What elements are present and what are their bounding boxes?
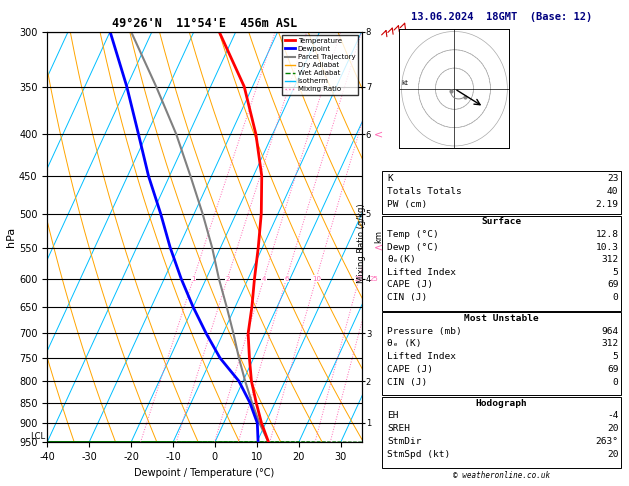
Bar [382, 312, 621, 395]
Text: Totals Totals: Totals Totals [387, 187, 462, 196]
Text: 2.19: 2.19 [596, 200, 618, 209]
Text: Pressure (mb): Pressure (mb) [387, 327, 462, 336]
Text: Lifted Index: Lifted Index [387, 352, 456, 361]
Text: -4: -4 [607, 411, 618, 420]
Text: 20: 20 [355, 276, 364, 281]
Text: LCL: LCL [30, 432, 45, 441]
Text: © weatheronline.co.uk: © weatheronline.co.uk [453, 470, 550, 480]
Text: Surface: Surface [482, 217, 521, 226]
Text: 5: 5 [613, 268, 618, 277]
Text: 964: 964 [601, 327, 618, 336]
Text: 69: 69 [607, 365, 618, 374]
Text: 4: 4 [262, 276, 266, 281]
Text: StmSpd (kt): StmSpd (kt) [387, 450, 450, 459]
Text: 312: 312 [601, 339, 618, 348]
Text: 13.06.2024  18GMT  (Base: 12): 13.06.2024 18GMT (Base: 12) [411, 12, 593, 22]
Text: kt: kt [401, 81, 408, 87]
Text: 69: 69 [607, 280, 618, 290]
Text: SREH: SREH [387, 424, 410, 433]
Text: CIN (J): CIN (J) [387, 293, 428, 302]
Text: 1: 1 [191, 276, 196, 281]
Text: 2: 2 [225, 276, 230, 281]
Title: 49°26'N  11°54'E  456m ASL: 49°26'N 11°54'E 456m ASL [112, 17, 297, 31]
Bar [382, 216, 621, 311]
Y-axis label: km
ASL: km ASL [374, 229, 393, 245]
Text: 23: 23 [607, 174, 618, 183]
Text: EH: EH [387, 411, 399, 420]
Text: 312: 312 [601, 255, 618, 264]
Text: Dewp (°C): Dewp (°C) [387, 243, 439, 252]
Text: 6: 6 [284, 276, 289, 281]
Text: Hodograph: Hodograph [476, 399, 528, 408]
Text: Most Unstable: Most Unstable [464, 314, 539, 323]
Text: 12.8: 12.8 [596, 230, 618, 239]
Text: 10: 10 [312, 276, 321, 281]
Text: K: K [387, 174, 393, 183]
Text: θₑ(K): θₑ(K) [387, 255, 416, 264]
Text: 10.3: 10.3 [596, 243, 618, 252]
Text: StmDir: StmDir [387, 437, 422, 446]
Text: 25: 25 [369, 276, 378, 281]
Text: <: < [374, 129, 384, 139]
Text: CIN (J): CIN (J) [387, 378, 428, 386]
Y-axis label: hPa: hPa [6, 227, 16, 247]
Text: Mixing Ratio (g/kg): Mixing Ratio (g/kg) [357, 203, 366, 283]
Text: PW (cm): PW (cm) [387, 200, 428, 209]
Text: 20: 20 [607, 424, 618, 433]
Text: <: < [374, 243, 384, 253]
Text: Lifted Index: Lifted Index [387, 268, 456, 277]
Legend: Temperature, Dewpoint, Parcel Trajectory, Dry Adiabat, Wet Adiabat, Isotherm, Mi: Temperature, Dewpoint, Parcel Trajectory… [282, 35, 358, 95]
X-axis label: Dewpoint / Temperature (°C): Dewpoint / Temperature (°C) [135, 468, 274, 478]
Text: CAPE (J): CAPE (J) [387, 280, 433, 290]
Text: 263°: 263° [596, 437, 618, 446]
Text: θₑ (K): θₑ (K) [387, 339, 422, 348]
Text: Temp (°C): Temp (°C) [387, 230, 439, 239]
Text: CAPE (J): CAPE (J) [387, 365, 433, 374]
Text: 0: 0 [613, 378, 618, 386]
Bar [382, 397, 621, 468]
Text: 0: 0 [613, 293, 618, 302]
Text: 20: 20 [607, 450, 618, 459]
Bar [382, 171, 621, 214]
Text: 40: 40 [607, 187, 618, 196]
Text: 5: 5 [613, 352, 618, 361]
